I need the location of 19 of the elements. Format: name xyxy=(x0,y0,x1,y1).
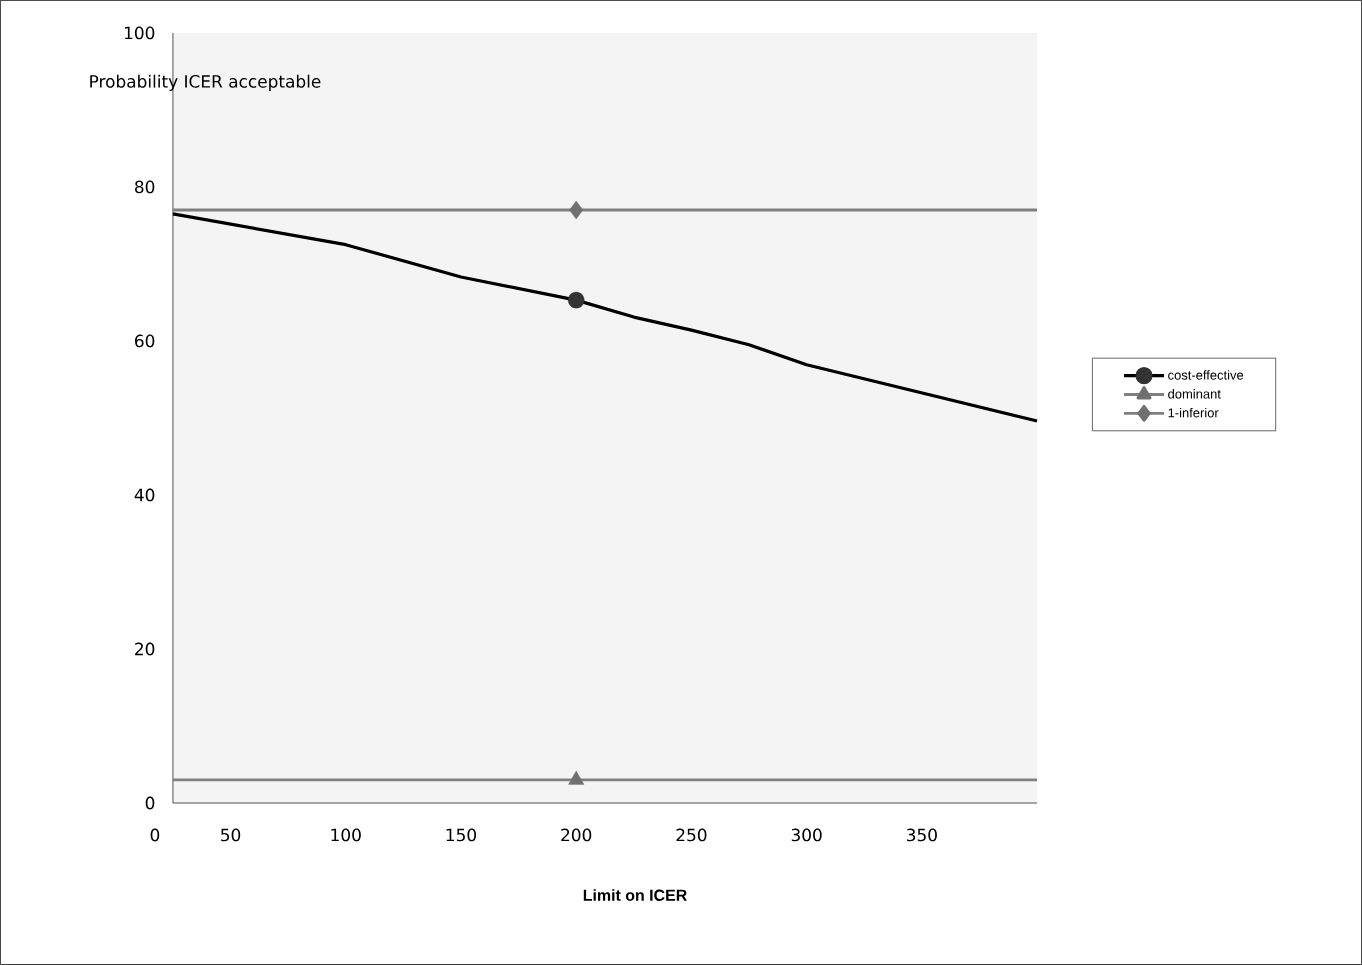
y-tick-label: 40 xyxy=(134,488,155,502)
x-tick-label: 100 xyxy=(331,828,361,842)
y-tick-label: 0 xyxy=(145,796,155,810)
y-tick-label: 20 xyxy=(135,642,155,656)
legend-label: dominant xyxy=(1168,389,1221,399)
x-tick-label: 200 xyxy=(561,828,592,842)
legend-label: cost-effective xyxy=(1168,370,1244,380)
x-tick-label: 150 xyxy=(446,828,477,842)
x-tick-label: 300 xyxy=(791,828,822,842)
y-tick-label: 60 xyxy=(135,334,155,348)
x-axis-title: Limit on ICER xyxy=(583,889,687,901)
legend-label: 1-inferior xyxy=(1168,407,1219,418)
x-tick-label: 50 xyxy=(221,828,241,842)
x-tick-label: 350 xyxy=(906,828,937,842)
x-tick-label: 250 xyxy=(676,828,707,842)
y-tick-label: 80 xyxy=(135,180,155,194)
line-series xyxy=(171,212,1039,423)
y-axis-title: Probability ICER acceptable xyxy=(90,74,321,92)
y-tick-label: 100 xyxy=(124,26,155,40)
